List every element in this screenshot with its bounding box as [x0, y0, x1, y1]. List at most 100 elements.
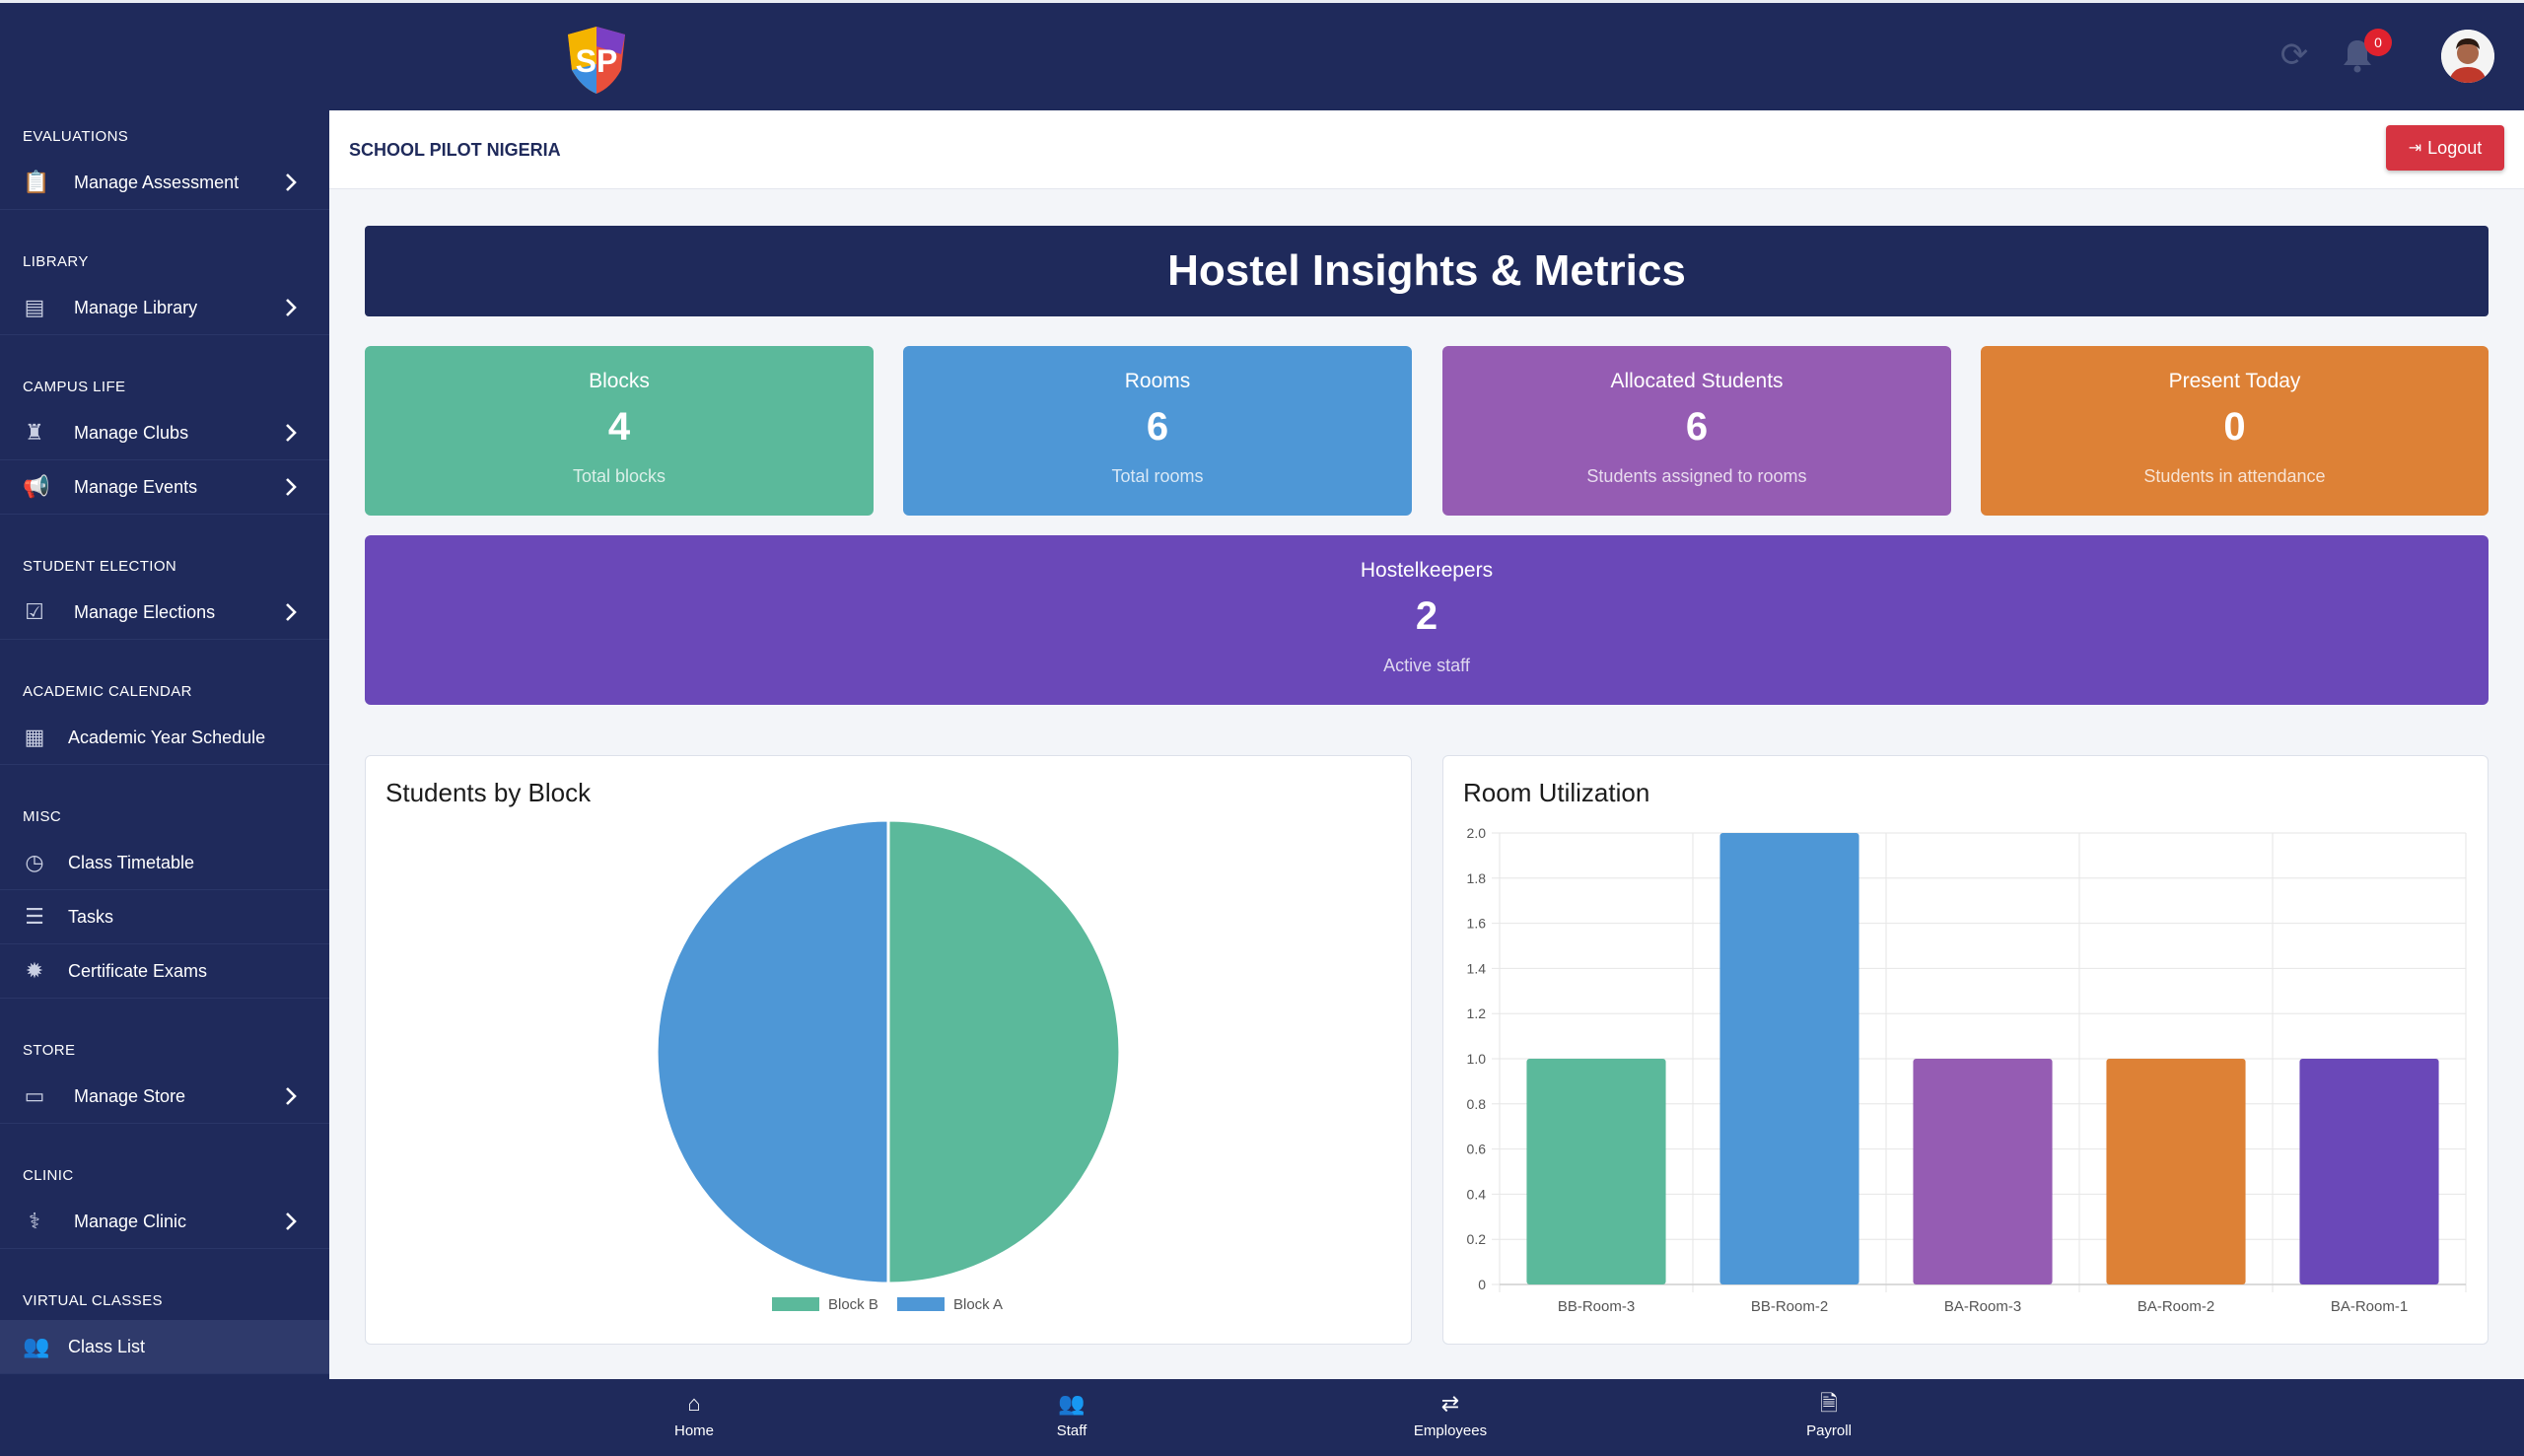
app-logo[interactable]: SP — [562, 25, 631, 96]
sign-out-icon: ⇥ — [2408, 140, 2422, 157]
legend-label: Block B — [828, 1296, 878, 1313]
sidebar: EVALUATIONS 📋 Manage Assessment LIBRARY … — [0, 110, 329, 1379]
sidebar-item-label: Tasks — [68, 906, 114, 927]
stat-subtitle: Total rooms — [1111, 466, 1204, 486]
y-tick-label: 1.2 — [1467, 1005, 1487, 1021]
sidebar-section-academic-calendar: ACADEMIC CALENDAR — [23, 683, 192, 700]
legend-item[interactable]: Block B — [772, 1296, 878, 1313]
y-tick-label: 0.4 — [1467, 1186, 1487, 1202]
students-by-block-card: Students by Block Block B Block A — [365, 755, 1412, 1345]
sidebar-item-manage-clinic[interactable]: ⚕ Manage Clinic — [0, 1195, 329, 1249]
y-tick-label: 2.0 — [1467, 825, 1487, 841]
pie-slice-block-a[interactable] — [655, 818, 890, 1285]
sidebar-item-class-list[interactable]: 👥 Class List — [0, 1320, 329, 1374]
stat-value: 6 — [1685, 405, 1709, 449]
store-icon: ▭ — [24, 1083, 45, 1108]
y-tick-label: 0.2 — [1467, 1231, 1487, 1247]
stat-card-present-today: Present Today 0 Students in attendance — [1981, 346, 2489, 516]
sidebar-item-manage-clubs[interactable]: ♜ Manage Clubs — [0, 406, 329, 460]
sidebar-section-evaluations: EVALUATIONS — [23, 128, 129, 145]
pie-chart: Block B Block A — [655, 818, 1122, 1313]
bottom-nav-label: Payroll — [1806, 1422, 1852, 1439]
sidebar-item-label: Manage Clubs — [74, 422, 189, 443]
logout-button[interactable]: ⇥ Logout — [2386, 125, 2504, 171]
bar-ba-room-2[interactable] — [2106, 1059, 2246, 1284]
sidebar-item-academic-year-schedule[interactable]: ▦ Academic Year Schedule — [0, 711, 329, 765]
y-tick-label: 1.0 — [1467, 1051, 1487, 1067]
page-title: Hostel Insights & Metrics — [365, 226, 2489, 316]
sidebar-section-store: STORE — [23, 1042, 76, 1059]
stat-title: Hostelkeepers — [1360, 559, 1494, 582]
sidebar-item-manage-library[interactable]: ▤ Manage Library — [0, 281, 329, 335]
sidebar-item-manage-events[interactable]: 📢 Manage Events — [0, 460, 329, 515]
stat-card-hostelkeepers: Hostelkeepers 2 Active staff — [365, 535, 2489, 705]
bar-bb-room-3[interactable] — [1526, 1059, 1666, 1284]
stat-title: Allocated Students — [1610, 370, 1784, 392]
bullhorn-icon: 📢 — [23, 474, 50, 499]
x-tick-label: BA-Room-2 — [2138, 1298, 2214, 1315]
refresh-icon[interactable]: ⟳ — [2279, 36, 2309, 74]
exchange-icon: ⇄ — [1440, 1391, 1460, 1416]
top-navbar: SP ⟳ 0 — [0, 0, 2524, 110]
legend-item[interactable]: Block A — [897, 1296, 1003, 1313]
legend-swatch — [897, 1297, 945, 1311]
sidebar-item-label: Class Timetable — [68, 852, 195, 872]
sidebar-section-virtual-classes: VIRTUAL CLASSES — [23, 1292, 163, 1309]
sidebar-section-misc: MISC — [23, 808, 62, 825]
home-icon: ⌂ — [687, 1391, 701, 1416]
bar-ba-room-1[interactable] — [2299, 1059, 2439, 1284]
sidebar-section-library: LIBRARY — [23, 253, 89, 270]
stat-value: 0 — [2223, 405, 2246, 449]
sidebar-item-tasks[interactable]: ☰ Tasks — [0, 890, 329, 944]
logo-text: SP — [576, 43, 618, 79]
chevron-right-icon — [286, 299, 297, 316]
chevron-right-icon — [286, 1087, 297, 1105]
sidebar-item-manage-store[interactable]: ▭ Manage Store — [0, 1070, 329, 1124]
chevron-right-icon — [286, 1213, 297, 1230]
sidebar-item-manage-assessment[interactable]: 📋 Manage Assessment — [0, 156, 329, 210]
sidebar-item-label: Class List — [68, 1336, 146, 1356]
y-tick-label: 0.8 — [1467, 1096, 1487, 1112]
sidebar-section-student-election: STUDENT ELECTION — [23, 558, 177, 575]
bottom-nav-staff[interactable]: 👥 Staff — [1013, 1391, 1131, 1439]
y-tick-label: 0 — [1478, 1277, 1486, 1292]
stat-card-rooms: Rooms 6 Total rooms — [903, 346, 1412, 516]
sidebar-item-label: Academic Year Schedule — [68, 727, 266, 747]
bottom-nav-label: Staff — [1056, 1422, 1087, 1439]
sidebar-item-label: Manage Elections — [74, 601, 216, 622]
sidebar-item-label: Manage Clinic — [74, 1211, 187, 1231]
ballot-box-icon: ☑ — [25, 599, 44, 624]
book-icon: ▤ — [24, 295, 45, 319]
chevron-right-icon — [286, 478, 297, 496]
bottom-nav-payroll[interactable]: 🗎 Payroll — [1770, 1391, 1888, 1439]
bar-ba-room-3[interactable] — [1913, 1059, 2053, 1284]
page-header: SCHOOL PILOT NIGERIA ⇥ Logout — [329, 110, 2524, 189]
stethoscope-icon: ⚕ — [29, 1209, 40, 1233]
y-tick-label: 0.6 — [1467, 1142, 1487, 1157]
sidebar-item-manage-elections[interactable]: ☑ Manage Elections — [0, 586, 329, 640]
bar-bb-room-2[interactable] — [1719, 833, 1859, 1284]
legend-label: Block A — [953, 1296, 1003, 1313]
user-avatar[interactable] — [2441, 30, 2494, 83]
bottom-nav-employees[interactable]: ⇄ Employees — [1391, 1391, 1509, 1439]
users-icon: 👥 — [1058, 1391, 1086, 1416]
sidebar-item-certificate-exams[interactable]: ✹ Certificate Exams — [0, 944, 329, 999]
pie-slice-block-b[interactable] — [886, 818, 1122, 1285]
certificate-icon: ✹ — [25, 958, 44, 983]
sidebar-item-class-timetable[interactable]: ◷ Class Timetable — [0, 836, 329, 890]
chevron-right-icon — [286, 173, 297, 191]
stat-title: Present Today — [2168, 370, 2301, 392]
stat-subtitle: Active staff — [1383, 656, 1470, 675]
clipboard-check-icon: 📋 — [23, 170, 50, 194]
stat-value: 4 — [607, 405, 631, 449]
school-name: SCHOOL PILOT NIGERIA — [349, 140, 561, 160]
sidebar-item-label: Manage Library — [74, 297, 198, 317]
chess-icon: ♜ — [25, 420, 44, 445]
sidebar-item-label: Manage Store — [74, 1085, 186, 1106]
sidebar-section-campus-life: CAMPUS LIFE — [23, 379, 126, 395]
stat-title: Blocks — [589, 370, 650, 392]
bottom-nav-home[interactable]: ⌂ Home — [635, 1391, 753, 1439]
tasks-icon: ☰ — [25, 904, 44, 929]
stat-subtitle: Students in attendance — [2143, 466, 2326, 486]
x-tick-label: BB-Room-3 — [1558, 1298, 1635, 1315]
